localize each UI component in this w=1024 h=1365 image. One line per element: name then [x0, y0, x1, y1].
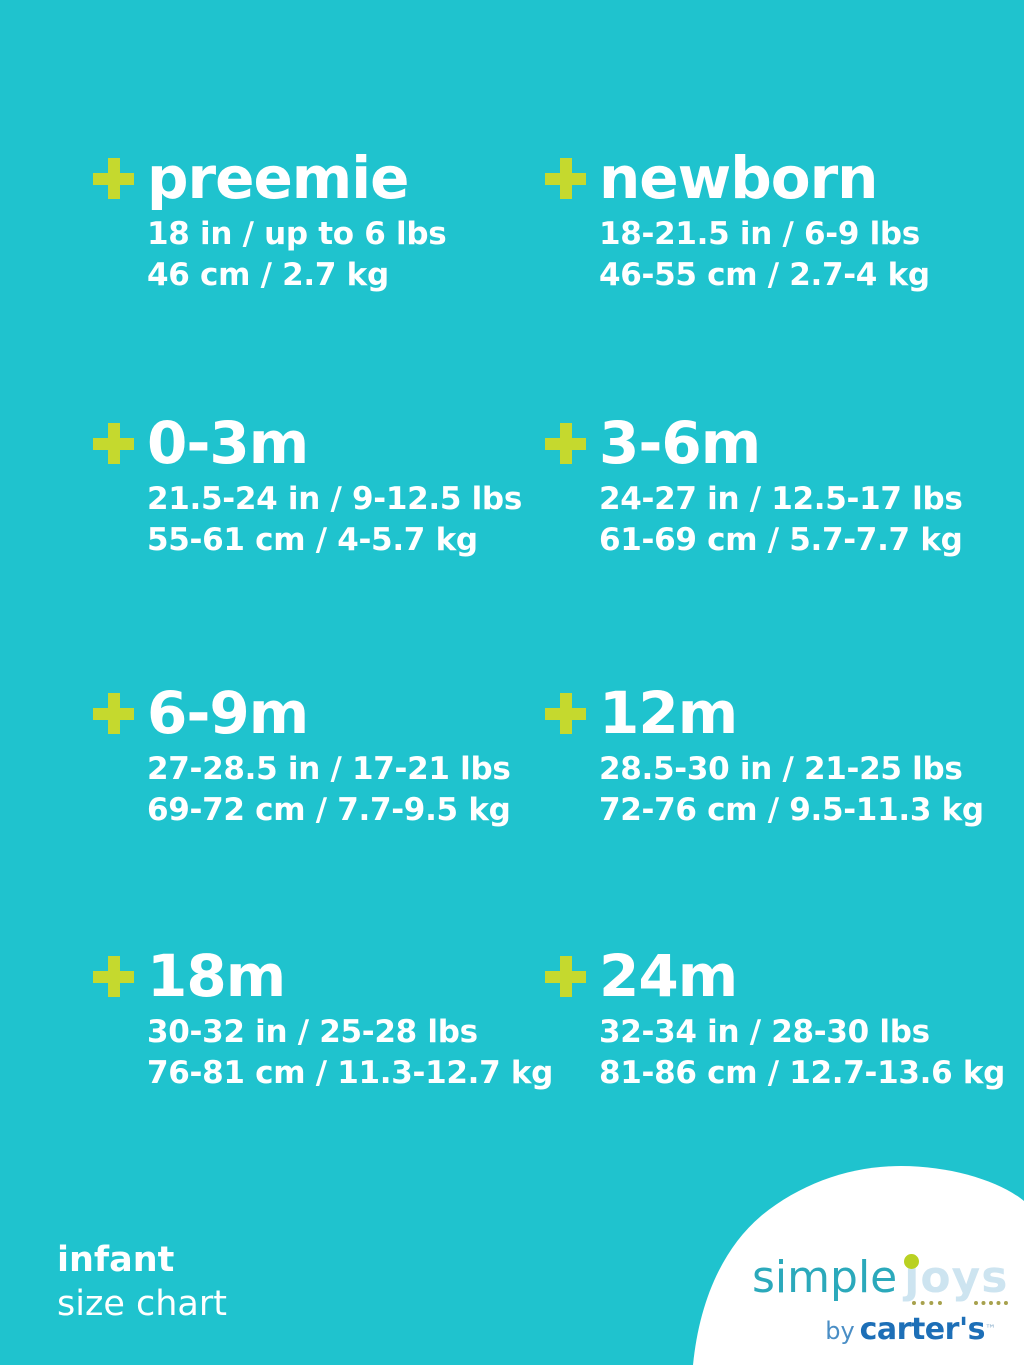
- dotted-underline-left: [912, 1301, 943, 1305]
- size-metric: 69-72 cm / 7.7-9.5 kg: [147, 792, 511, 828]
- size-name: 6-9m: [147, 679, 309, 747]
- plus-icon: [545, 422, 586, 464]
- logo-joys-text: joys: [904, 1252, 1009, 1305]
- size-metric: 81-86 cm / 12.7-13.6 kg: [599, 1055, 1006, 1091]
- size-imperial: 21.5-24 in / 9-12.5 lbs: [147, 481, 522, 517]
- plus-icon: [93, 955, 134, 997]
- size-name: 0-3m: [147, 409, 309, 477]
- size-entry-newborn: newborn 18-21.5 in / 6-9 lbs 46-55 cm / …: [545, 148, 930, 296]
- size-entry-18m: 18m 30-32 in / 25-28 lbs 76-81 cm / 11.3…: [93, 946, 553, 1094]
- size-entry-0-3m: 0-3m 21.5-24 in / 9-12.5 lbs 55-61 cm / …: [93, 413, 522, 561]
- size-name: newborn: [599, 144, 878, 212]
- size-entry-12m: 12m 28.5-30 in / 21-25 lbs 72-76 cm / 9.…: [545, 683, 984, 831]
- size-entry-3-6m: 3-6m 24-27 in / 12.5-17 lbs 61-69 cm / 5…: [545, 413, 963, 561]
- size-metric: 61-69 cm / 5.7-7.7 kg: [599, 522, 963, 558]
- chart-label: size chart: [57, 1284, 227, 1324]
- chart-title: infant size chart: [57, 1238, 227, 1326]
- size-imperial: 27-28.5 in / 17-21 lbs: [147, 751, 511, 787]
- plus-icon: [93, 422, 134, 464]
- size-imperial: 32-34 in / 28-30 lbs: [599, 1014, 930, 1050]
- plus-icon: [93, 692, 134, 734]
- size-metric: 76-81 cm / 11.3-12.7 kg: [147, 1055, 554, 1091]
- size-name: preemie: [147, 144, 409, 212]
- size-imperial: 18 in / up to 6 lbs: [147, 216, 447, 252]
- size-metric: 46 cm / 2.7 kg: [147, 257, 389, 293]
- j-dot-icon: [904, 1254, 920, 1269]
- logo-background-blob: [693, 1166, 1024, 1365]
- size-metric: 72-76 cm / 9.5-11.3 kg: [599, 792, 984, 828]
- size-imperial: 24-27 in / 12.5-17 lbs: [599, 481, 963, 517]
- size-name: 3-6m: [599, 409, 761, 477]
- brand-logo: simple joys by carter's™: [752, 1252, 1009, 1347]
- size-imperial: 30-32 in / 25-28 lbs: [147, 1014, 478, 1050]
- plus-icon: [93, 157, 134, 199]
- plus-icon: [545, 157, 586, 199]
- size-imperial: 28.5-30 in / 21-25 lbs: [599, 751, 963, 787]
- byline-brand: carter's: [859, 1312, 986, 1347]
- size-entry-preemie: preemie 18 in / up to 6 lbs 46 cm / 2.7 …: [93, 144, 447, 296]
- size-metric: 46-55 cm / 2.7-4 kg: [599, 257, 930, 293]
- size-entry-24m: 24m 32-34 in / 28-30 lbs 81-86 cm / 12.7…: [545, 946, 1005, 1094]
- logo-byline: by carter's™: [752, 1312, 1000, 1347]
- logo-joys-word: joys: [904, 1252, 1009, 1303]
- dotted-underline-right: [974, 1301, 1009, 1305]
- byline-prefix: by: [825, 1317, 855, 1345]
- size-name: 12m: [599, 679, 738, 747]
- size-metric: 55-61 cm / 4-5.7 kg: [147, 522, 478, 558]
- plus-icon: [545, 692, 586, 734]
- size-name: 18m: [147, 942, 286, 1010]
- size-entry-6-9m: 6-9m 27-28.5 in / 17-21 lbs 69-72 cm / 7…: [93, 683, 511, 831]
- trademark-symbol: ™: [985, 1322, 996, 1336]
- logo-simple-text: simple: [752, 1252, 898, 1303]
- size-name: 24m: [599, 942, 738, 1010]
- chart-category: infant: [57, 1240, 175, 1280]
- size-imperial: 18-21.5 in / 6-9 lbs: [599, 216, 920, 252]
- plus-icon: [545, 955, 586, 997]
